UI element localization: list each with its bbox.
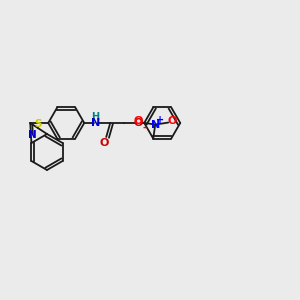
Text: +: + — [156, 115, 164, 124]
Text: O: O — [168, 116, 177, 126]
Text: O: O — [100, 138, 109, 148]
Text: S: S — [34, 119, 42, 129]
Text: H: H — [91, 112, 99, 122]
Text: N: N — [91, 118, 100, 128]
Text: N: N — [151, 120, 160, 130]
Text: O: O — [134, 116, 143, 126]
Text: O: O — [134, 118, 143, 128]
Text: -: - — [142, 123, 146, 133]
Text: N: N — [28, 130, 37, 140]
